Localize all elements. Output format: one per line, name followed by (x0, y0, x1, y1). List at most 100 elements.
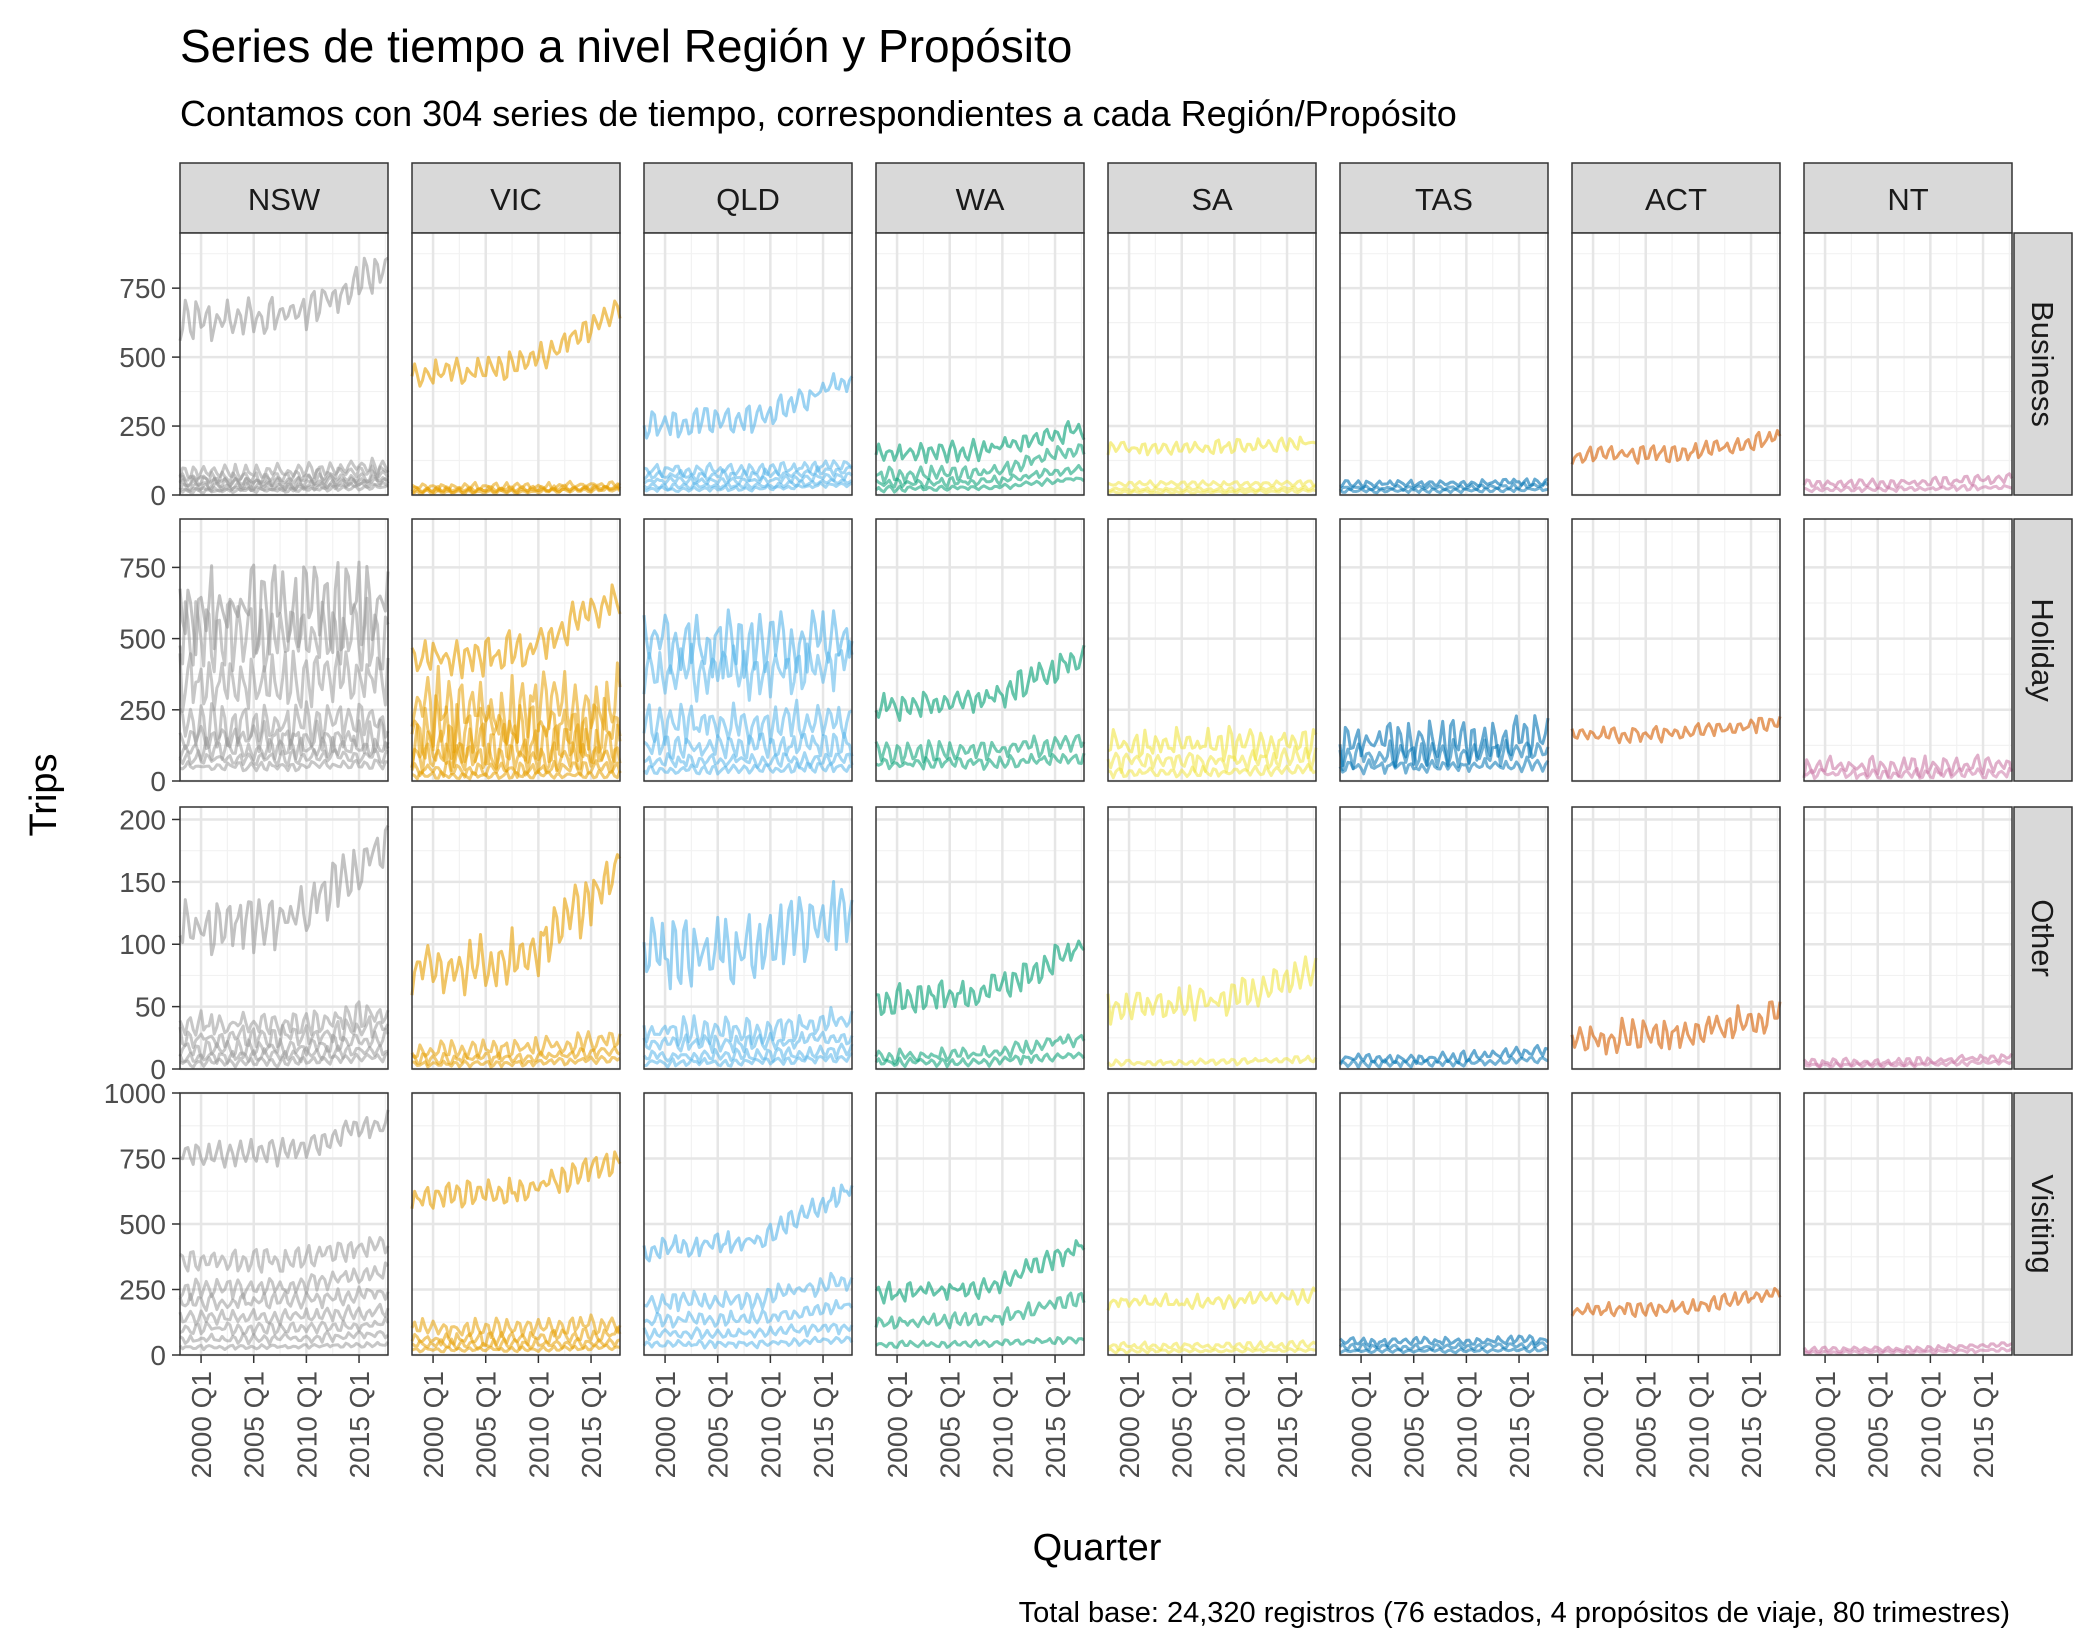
panel-border (1339, 1092, 1549, 1356)
series-line-act-business-1 (1570, 429, 1782, 465)
panel-nt-visiting (1802, 1091, 2013, 1357)
facet-grid: NSW VIC QLD WA SA TAS ACT NTBusiness0250500750H… (104, 162, 2073, 1478)
series-line-nsw-visiting-3 (178, 1261, 390, 1302)
panel-background (412, 807, 620, 1069)
panel-border (875, 518, 1085, 782)
panel-border (643, 232, 853, 496)
x-tick-label: 2000 Q1 (1114, 1371, 1145, 1478)
x-tick-label: 2005 Q1 (1167, 1371, 1198, 1478)
panel-tas-business (1338, 232, 1550, 497)
series-line-act-holiday-1 (1570, 716, 1782, 745)
strip-wa (875, 162, 1085, 234)
panel-border (875, 232, 1085, 496)
panel-act-business (1570, 232, 1782, 497)
series-line-wa-business-2 (875, 443, 1086, 484)
strip-tas (1339, 162, 1549, 234)
panel-nsw-other (178, 806, 390, 1071)
panel-border (1107, 1092, 1317, 1356)
panel-background (1108, 233, 1316, 495)
panel-qld-visiting (642, 1091, 854, 1357)
y-tick-label: 750 (119, 273, 166, 304)
panel-wa-visiting (874, 1091, 1086, 1357)
series-line-nsw-business-8 (179, 483, 389, 495)
series-line-tas-holiday-2 (1338, 738, 1550, 772)
x-tick-label: 2005 Q1 (935, 1371, 966, 1478)
series-line-wa-holiday-3 (875, 752, 1086, 771)
series-line-tas-visiting-3 (1339, 1346, 1549, 1355)
series-line-nsw-holiday-8 (179, 758, 389, 773)
series-line-sa-other-1 (1106, 955, 1318, 1026)
panel-sa-other (1106, 806, 1318, 1071)
series-line-nsw-visiting-6 (179, 1316, 390, 1337)
panel-border (875, 1092, 1085, 1356)
panel-border (875, 806, 1085, 1070)
panel-tas-visiting (1338, 1091, 1549, 1357)
panel-background (1804, 807, 2012, 1069)
x-tick-label: 2015 Q1 (1040, 1371, 1071, 1478)
panel-nsw-business (178, 232, 390, 497)
strip-business (2013, 232, 2073, 496)
series-line-wa-other-1 (875, 939, 1086, 1016)
x-tick-label: 2005 Q1 (703, 1371, 734, 1478)
series-line-nt-visiting-1 (1802, 1341, 2013, 1354)
series-line-vic-holiday-5 (410, 741, 622, 775)
y-tick-label: 0 (150, 766, 166, 797)
panel-border (179, 232, 389, 496)
x-tick-label: 2015 Q1 (1272, 1371, 1303, 1478)
series-line-vic-other-3 (411, 1045, 621, 1067)
series-line-vic-holiday-4 (410, 722, 622, 769)
panel-vic-business (410, 232, 622, 497)
series-line-nsw-business-1 (178, 256, 389, 343)
series-line-wa-other-2 (874, 1033, 1086, 1065)
x-tick-label: 2015 Q1 (344, 1371, 375, 1478)
strip-label-nt: NT (1887, 182, 1928, 217)
strip-label-sa: SA (1191, 182, 1233, 217)
panel-border (1107, 232, 1317, 496)
series-line-qld-visiting-4 (642, 1322, 854, 1342)
series-line-vic-other-4 (411, 1054, 621, 1069)
panel-vic-other (410, 806, 622, 1071)
series-line-nsw-other-1 (178, 824, 390, 957)
panel-border (643, 806, 853, 1070)
strip-visiting (2013, 1092, 2073, 1356)
series-line-vic-visiting-5 (411, 1343, 621, 1354)
series-line-qld-other-4 (642, 1042, 854, 1064)
strip-nt (1803, 162, 2013, 234)
x-tick-label: 2010 Q1 (291, 1371, 322, 1478)
panel-background (876, 519, 1084, 781)
series-line-nsw-visiting-1 (179, 1109, 390, 1169)
series-line-qld-other-2 (642, 1006, 854, 1047)
series-line-tas-visiting-2 (1338, 1340, 1549, 1352)
series-line-tas-other-2 (1338, 1055, 1549, 1070)
panel-tas-holiday (1338, 518, 1550, 783)
x-tick-label: 2010 Q1 (1219, 1371, 1250, 1478)
strip-label-act: ACT (1645, 182, 1707, 217)
panel-vic-visiting (410, 1091, 622, 1357)
panel-wa-holiday (874, 518, 1086, 783)
panel-sa-visiting (1106, 1091, 1318, 1357)
series-line-wa-business-4 (874, 476, 1085, 494)
panel-border (1571, 806, 1781, 1070)
series-line-qld-holiday-2 (642, 639, 854, 703)
x-tick-label: 2000 Q1 (418, 1371, 449, 1478)
x-tick-label: 2000 Q1 (186, 1371, 217, 1478)
x-tick-label: 2015 Q1 (1736, 1371, 1767, 1478)
series-line-wa-holiday-1 (874, 644, 1086, 722)
y-tick-label: 500 (119, 1209, 166, 1240)
panel-qld-business (642, 232, 854, 497)
y-tick-label: 1000 (104, 1078, 166, 1109)
panel-act-visiting (1570, 1091, 1782, 1357)
series-line-nsw-visiting-7 (179, 1330, 390, 1346)
series-line-nt-holiday-1 (1802, 753, 2014, 779)
series-line-vic-business-1 (410, 299, 622, 388)
series-line-sa-business-3 (1107, 484, 1317, 493)
panel-nsw-visiting (178, 1091, 390, 1357)
panel-border (1107, 518, 1317, 782)
x-tick-label: 2005 Q1 (1863, 1371, 1894, 1478)
series-line-sa-business-1 (1106, 435, 1317, 457)
panel-nt-business (1802, 232, 2014, 497)
y-tick-label: 500 (119, 624, 166, 655)
y-tick-label: 100 (119, 929, 166, 960)
